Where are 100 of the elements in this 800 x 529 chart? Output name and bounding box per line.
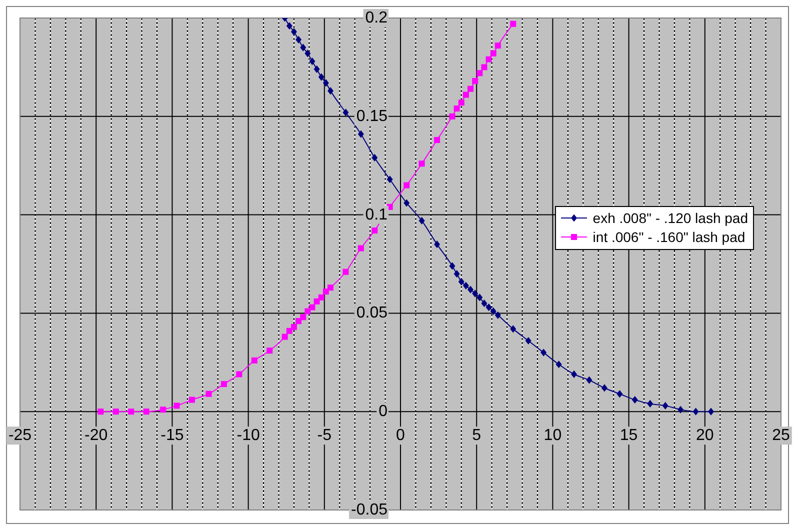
point	[290, 28, 297, 36]
point	[647, 400, 654, 408]
point	[327, 284, 334, 291]
point	[418, 160, 425, 167]
x-tick-label: -10	[236, 427, 260, 444]
x-tick-label: 15	[620, 427, 638, 444]
x-tick-label: -25	[8, 427, 32, 444]
point	[188, 396, 195, 403]
point	[314, 298, 320, 304]
x-tick-label: 0	[396, 427, 406, 444]
x-tick-label: 10	[544, 427, 562, 444]
point	[510, 325, 516, 333]
y-tick-label: 0.1	[365, 206, 388, 224]
point	[708, 408, 714, 416]
point	[290, 324, 297, 330]
point	[318, 294, 324, 300]
point	[304, 50, 311, 58]
point	[266, 348, 273, 354]
point	[476, 70, 483, 76]
point	[327, 87, 334, 95]
point	[494, 311, 501, 319]
point	[372, 228, 378, 234]
legend-label: int .006" - .160" lash pad	[592, 228, 746, 247]
point	[462, 92, 469, 98]
x-tick-label: -15	[160, 427, 184, 444]
point	[449, 113, 456, 120]
point	[486, 56, 492, 62]
point	[300, 314, 306, 320]
x-tick-label: 25	[772, 427, 790, 444]
point	[322, 79, 329, 87]
x-tick-label: 5	[472, 427, 482, 444]
point	[586, 376, 592, 384]
point	[128, 408, 134, 415]
point	[468, 86, 474, 92]
y-tick-label: 0	[378, 403, 388, 420]
point	[662, 402, 668, 410]
point	[309, 57, 316, 66]
point	[386, 176, 393, 184]
point	[434, 240, 440, 248]
point	[449, 262, 456, 270]
point	[556, 360, 562, 368]
point	[286, 22, 292, 30]
x-tick-label: -20	[84, 427, 108, 444]
point	[678, 406, 684, 414]
point	[314, 65, 320, 73]
point	[300, 44, 306, 52]
point	[160, 406, 166, 413]
point	[481, 300, 488, 308]
y-tick-label: 0.2	[365, 10, 388, 26]
point	[174, 402, 180, 409]
point	[322, 288, 329, 295]
point	[342, 108, 349, 116]
point	[571, 370, 578, 378]
point	[510, 20, 516, 27]
x-tick-label: 20	[696, 427, 714, 444]
point	[296, 318, 302, 324]
point	[404, 182, 410, 188]
point	[372, 154, 378, 162]
point	[286, 328, 292, 334]
legend-label: exh .008" - .120 lash pad	[592, 208, 748, 228]
point	[318, 73, 324, 81]
y-tick-label: -0.05	[351, 502, 388, 518]
point	[494, 42, 501, 49]
point	[468, 286, 474, 294]
point	[601, 384, 608, 392]
point	[143, 408, 150, 415]
point	[220, 381, 227, 388]
point	[472, 290, 478, 298]
point	[525, 336, 532, 345]
point	[458, 278, 464, 286]
point	[404, 199, 410, 207]
point	[309, 304, 316, 310]
point	[358, 245, 364, 252]
point	[616, 390, 623, 398]
point	[454, 270, 460, 278]
point	[98, 408, 104, 415]
point	[112, 408, 119, 415]
point	[358, 130, 364, 138]
point	[486, 303, 492, 312]
point	[472, 78, 478, 84]
point	[462, 282, 469, 290]
point	[490, 50, 496, 56]
point	[490, 307, 496, 316]
y-tick-label: 0.05	[356, 304, 388, 322]
point	[481, 64, 488, 70]
point	[458, 100, 464, 106]
point	[454, 106, 460, 112]
point	[296, 36, 302, 44]
point	[434, 137, 440, 144]
point	[540, 348, 547, 356]
y-tick-label: 0.15	[356, 108, 388, 125]
point	[251, 357, 258, 364]
point	[632, 396, 638, 404]
point	[282, 334, 288, 340]
point	[476, 294, 483, 302]
point	[206, 390, 212, 397]
point	[236, 371, 242, 378]
point	[692, 408, 699, 416]
x-tick-label: -5	[317, 427, 332, 444]
point	[342, 268, 349, 275]
